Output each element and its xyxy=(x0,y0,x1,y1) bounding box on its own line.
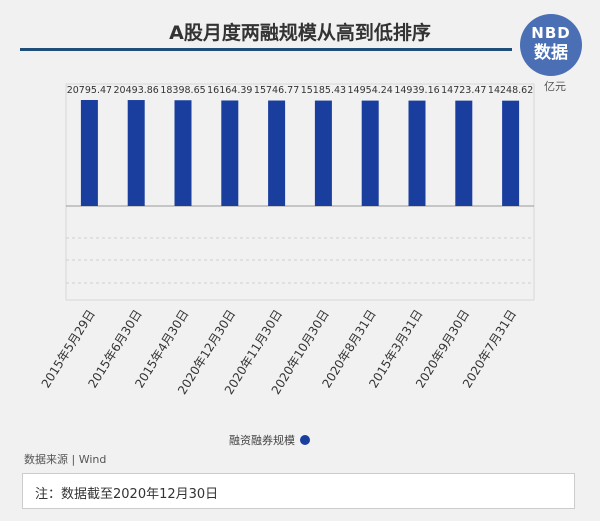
nbd-logo: NBD 数据 xyxy=(520,14,582,76)
bar-value-label: 15746.77 xyxy=(254,85,299,96)
logo-line2: 数据 xyxy=(534,43,568,63)
bar xyxy=(80,100,98,206)
bar xyxy=(455,100,473,206)
bar xyxy=(221,100,239,206)
bar xyxy=(268,100,286,206)
bar-value-label: 18398.65 xyxy=(160,85,205,96)
bar-value-label: 14248.62 xyxy=(488,85,533,96)
bar-value-label: 14723.47 xyxy=(441,85,486,96)
title-rule xyxy=(20,48,512,51)
note-box: 注：数据截至2020年12月30日 xyxy=(22,473,575,509)
bar xyxy=(408,100,426,206)
category-labels: 2015年5月29日2015年6月30日2015年4月30日2020年12月30… xyxy=(39,307,519,397)
grid-lines xyxy=(65,83,535,301)
plot-frame xyxy=(65,83,535,301)
data-source: 数据来源 | Wind xyxy=(24,453,107,466)
legend-label: 融资融券规模 xyxy=(229,434,295,447)
bar-value-label: 20493.86 xyxy=(114,85,159,96)
bar xyxy=(502,100,520,206)
bar xyxy=(174,100,192,206)
bar xyxy=(127,100,145,206)
legend-swatch xyxy=(300,435,310,445)
chart-title: A股月度两融规模从高到低排序 xyxy=(169,22,431,44)
bars xyxy=(80,100,520,206)
bar-value-label: 20795.47 xyxy=(67,85,112,96)
bar-value-label: 16164.39 xyxy=(207,85,252,96)
bar-value-label: 14954.24 xyxy=(348,85,393,96)
value-labels: 20795.47 20493.86 18398.65 16164.39 15746.77… xyxy=(67,85,534,96)
bar-value-label: 15185.43 xyxy=(301,85,346,96)
unit-label: 亿元 xyxy=(544,80,566,93)
note-text: 注：数据截至2020年12月30日 xyxy=(35,487,219,502)
logo-line1: NBD xyxy=(531,24,571,42)
bar xyxy=(314,100,332,206)
legend: 融资融券规模 xyxy=(229,432,310,448)
bar xyxy=(361,100,379,206)
bar-value-label: 14939.16 xyxy=(394,85,439,96)
